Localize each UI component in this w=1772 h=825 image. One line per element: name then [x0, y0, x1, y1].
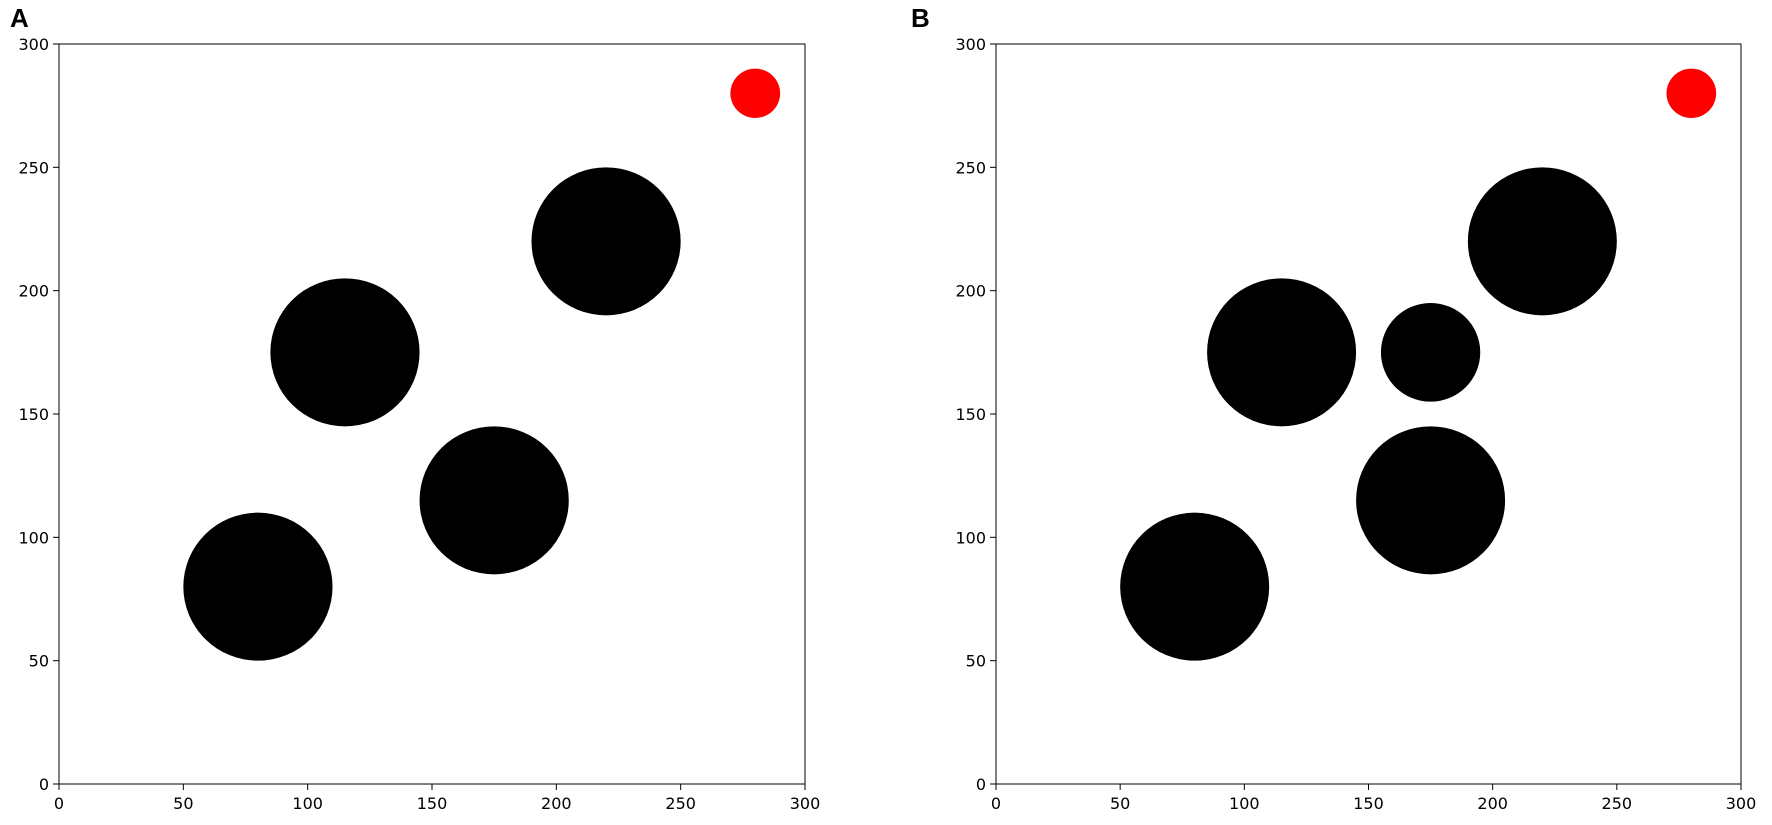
x-tick-label: 50: [1110, 794, 1130, 813]
circle: [1666, 68, 1717, 118]
circle: [419, 426, 569, 575]
circle: [1380, 303, 1481, 402]
circle: [730, 68, 781, 118]
x-tick-label: 250: [665, 794, 696, 813]
y-tick-label: 0: [976, 775, 986, 794]
x-tick-label: 250: [1602, 794, 1633, 813]
x-tick-label: 150: [1353, 794, 1384, 813]
x-tick-label: 200: [1477, 794, 1508, 813]
y-tick-label: 150: [955, 405, 986, 424]
x-tick-label: 150: [417, 794, 448, 813]
y-tick-label: 50: [966, 652, 986, 671]
y-tick-label: 250: [18, 158, 49, 177]
x-tick-label: 0: [54, 794, 64, 813]
circle: [1467, 167, 1617, 316]
x-tick-label: 300: [1726, 794, 1757, 813]
y-tick-label: 200: [18, 282, 49, 301]
x-tick-label: 50: [173, 794, 193, 813]
y-tick-label: 250: [955, 158, 986, 177]
circle: [183, 512, 333, 661]
y-tick-label: 100: [955, 528, 986, 547]
y-tick-label: 100: [18, 528, 49, 547]
x-tick-label: 200: [541, 794, 572, 813]
plot-frame: [995, 43, 1742, 785]
y-tick-label: 200: [955, 282, 986, 301]
x-tick-label: 300: [790, 794, 821, 813]
panel-label: A: [10, 3, 29, 33]
circle: [270, 278, 420, 427]
y-tick-label: 50: [29, 652, 49, 671]
circle: [1356, 426, 1506, 575]
y-tick-label: 150: [18, 405, 49, 424]
y-tick-label: 0: [39, 775, 49, 794]
x-tick-label: 100: [1229, 794, 1260, 813]
plot-frame: [58, 43, 806, 785]
x-tick-label: 0: [991, 794, 1001, 813]
y-tick-label: 300: [955, 35, 986, 54]
y-tick-label: 300: [18, 35, 49, 54]
circle: [1120, 512, 1270, 661]
circle: [1207, 278, 1357, 427]
panel-label: B: [911, 3, 930, 33]
x-tick-label: 100: [292, 794, 323, 813]
circle: [531, 167, 681, 316]
